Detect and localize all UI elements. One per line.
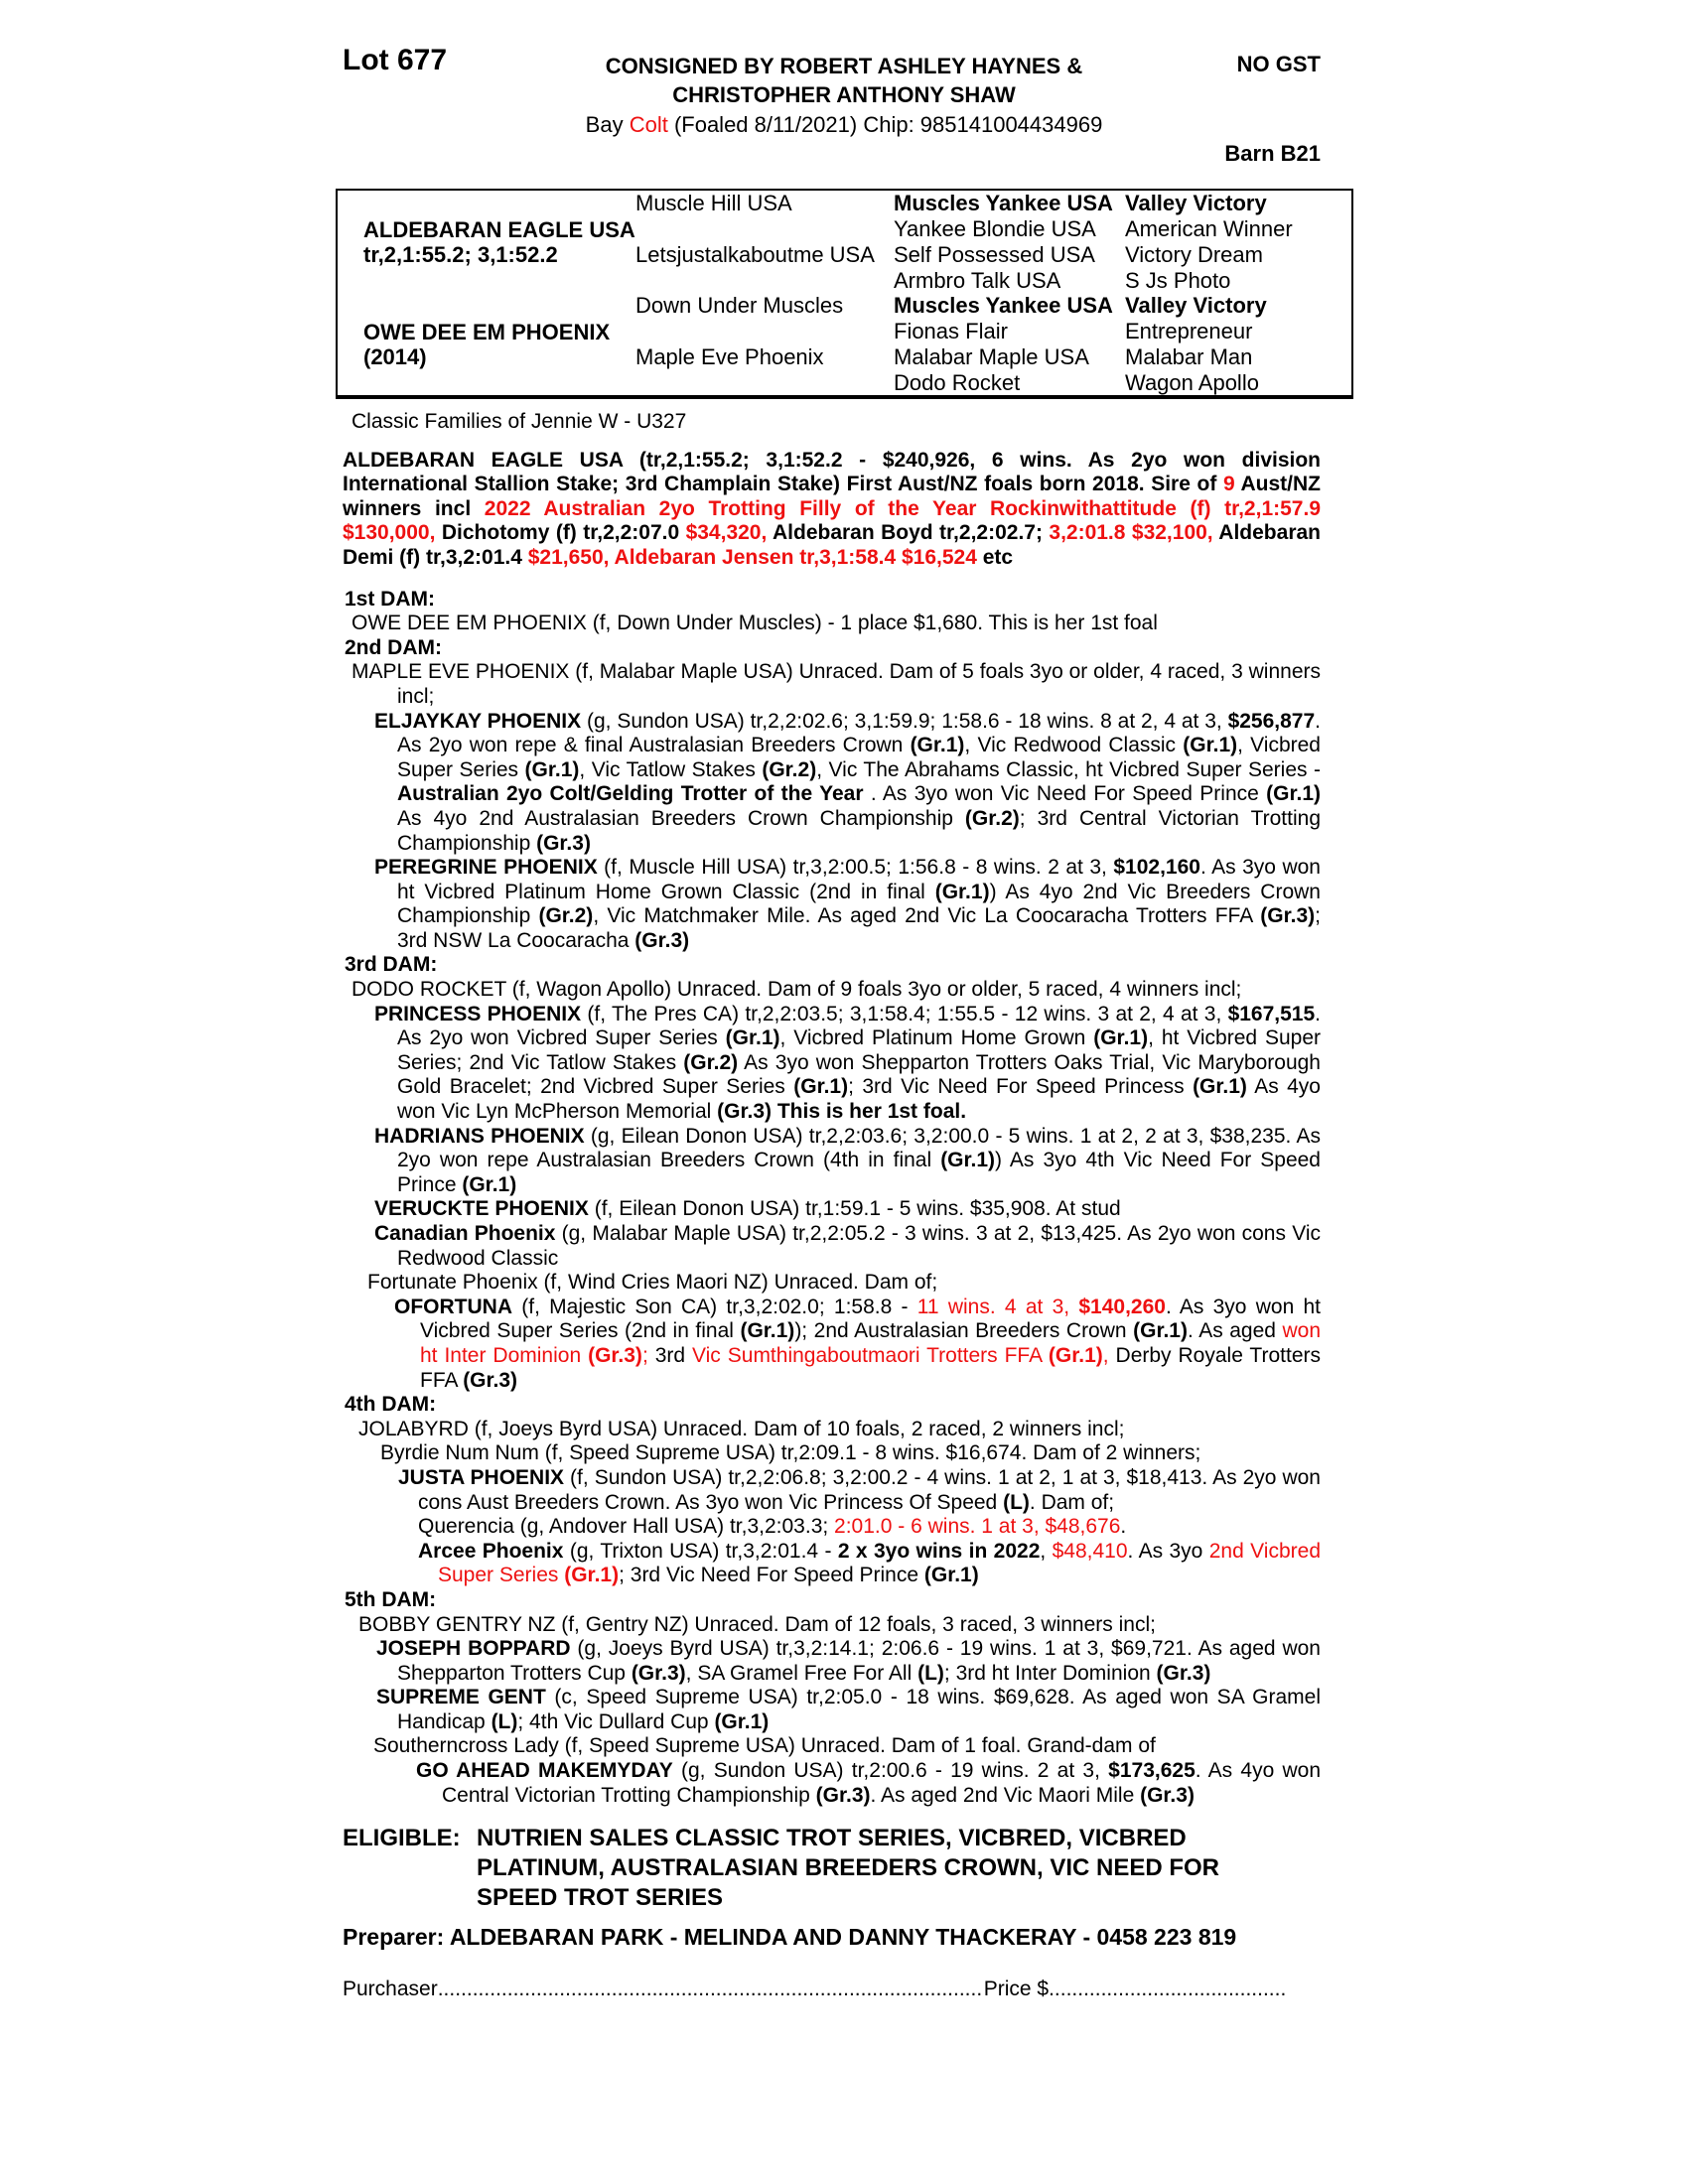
preparer-line: Preparer: ALDEBARAN PARK - MELINDA AND D… bbox=[343, 1924, 1237, 1951]
entry-canadian-phoenix: Canadian Phoenix (g, Malabar Maple USA) … bbox=[374, 1222, 1321, 1270]
sire-dam: Letsjustalkaboutme USA bbox=[635, 241, 875, 267]
entry-joseph-boppard: JOSEPH BOPPARD (g, Joeys Byrd USA) tr,3,… bbox=[376, 1637, 1321, 1685]
entry-ofortuna: OFORTUNA (f, Majestic Son CA) tr,3,2:02.… bbox=[394, 1295, 1322, 1392]
sire-record: tr,2,1:55.2; 3,1:52.2 bbox=[363, 241, 558, 267]
barn-number: Barn B21 bbox=[1224, 141, 1321, 166]
entry-arcee-phoenix: Arcee Phoenix (g, Trixton USA) tr,3,2:01… bbox=[418, 1539, 1321, 1587]
entry-byrdie-num-num: Byrdie Num Num (f, Speed Supreme USA) tr… bbox=[380, 1441, 1201, 1465]
consignor-line1: CONSIGNED BY ROBERT ASHLEY HAYNES & bbox=[605, 54, 1083, 78]
gen4-cell: Wagon Apollo bbox=[1125, 369, 1259, 395]
gen4-cell: Victory Dream bbox=[1125, 241, 1263, 267]
dam-name: OWE DEE EM PHOENIX bbox=[363, 319, 611, 344]
entry-eljaykay-phoenix: ELJAYKAY PHOENIX (g, Sundon USA) tr,2,2:… bbox=[374, 709, 1322, 855]
entry-jolabyrd: JOLABYRD (f, Joeys Byrd USA) Unraced. Da… bbox=[358, 1417, 1125, 1440]
gen4-cell: Entrepreneur bbox=[1125, 319, 1253, 344]
gen3-cell: Armbro Talk USA bbox=[894, 267, 1061, 293]
sire-name: ALDEBARAN EAGLE USA bbox=[363, 216, 635, 242]
consignor-block: CONSIGNED BY ROBERT ASHLEY HAYNES & CHRI… bbox=[496, 52, 1192, 109]
entry-princess-phoenix: PRINCESS PHOENIX (f, The Pres CA) tr,2,2… bbox=[374, 1002, 1321, 1124]
gen3-cell: Dodo Rocket bbox=[894, 369, 1021, 395]
dam-dam: Maple Eve Phoenix bbox=[635, 343, 824, 369]
entry-supreme-gent: SUPREME GENT (c, Speed Supreme USA) tr,2… bbox=[376, 1686, 1321, 1733]
entry-fortunate-phoenix: Fortunate Phoenix (f, Wind Cries Maori N… bbox=[367, 1271, 938, 1295]
gen3-cell: Yankee Blondie USA bbox=[894, 216, 1096, 242]
entry-maple-eve-phoenix: MAPLE EVE PHOENIX (f, Malabar Maple USA)… bbox=[352, 660, 1321, 708]
eligibility-block: ELIGIBLE: NUTRIEN SALES CLASSIC TROT SERI… bbox=[343, 1824, 1321, 1913]
dam1-heading: 1st DAM: bbox=[345, 587, 436, 611]
price-fill-in: ........................................… bbox=[1049, 1977, 1287, 2000]
dam4-heading: 4th DAM: bbox=[345, 1393, 437, 1417]
gen3-cell: Muscles Yankee USA bbox=[894, 191, 1113, 216]
consignor-line2: CHRISTOPHER ANTHONY SHAW bbox=[672, 82, 1016, 107]
sire-cell: ALDEBARAN EAGLE USA tr,2,1:55.2; 3,1:52.… bbox=[338, 217, 635, 267]
dam2-heading: 2nd DAM: bbox=[345, 635, 442, 659]
foal-description: Bay Colt (Foaled 8/11/2021) Chip: 985141… bbox=[585, 112, 1103, 137]
entry-southerncross-lady: Southerncross Lady (f, Speed Supreme USA… bbox=[373, 1734, 1156, 1758]
entry-owe-dee-em-phoenix: OWE DEE EM PHOENIX (f, Down Under Muscle… bbox=[352, 612, 1158, 635]
entry-bobby-gentry: BOBBY GENTRY NZ (f, Gentry NZ) Unraced. … bbox=[358, 1612, 1156, 1636]
gen3-cell: Fionas Flair bbox=[894, 319, 1008, 344]
entry-dodo-rocket: DODO ROCKET (f, Wagon Apollo) Unraced. D… bbox=[352, 978, 1242, 1002]
gen4-cell: S Js Photo bbox=[1125, 267, 1231, 293]
gen4-cell: Malabar Man bbox=[1125, 343, 1253, 369]
dam5-heading: 5th DAM: bbox=[345, 1587, 437, 1611]
gen4-cell: Valley Victory bbox=[1125, 293, 1267, 319]
eligible-line3: SPEED TROT SERIES bbox=[477, 1884, 724, 1912]
purchaser-label: Purchaser bbox=[343, 1977, 438, 2000]
lot-number: Lot 677 bbox=[343, 44, 448, 76]
sire-summary: ALDEBARAN EAGLE USA (tr,2,1:55.2; 3,1:52… bbox=[343, 448, 1321, 569]
purchaser-fill-in: ........................................… bbox=[437, 1977, 984, 2000]
sire-sire: Muscle Hill USA bbox=[635, 191, 792, 216]
price-label: Price $ bbox=[983, 1977, 1050, 2000]
dam-sire: Down Under Muscles bbox=[635, 293, 844, 319]
pedigree-table: ALDEBARAN EAGLE USA tr,2,1:55.2; 3,1:52.… bbox=[336, 189, 1353, 399]
purchaser-line: Purchaser...............................… bbox=[343, 1978, 1321, 2002]
entry-justa-phoenix: JUSTA PHOENIX (f, Sundon USA) tr,2,2:06.… bbox=[398, 1465, 1321, 1514]
dam-cell: OWE DEE EM PHOENIX (2014) bbox=[338, 320, 635, 369]
gst-status: NO GST bbox=[1236, 52, 1321, 76]
entry-peregrine-phoenix: PEREGRINE PHOENIX (f, Muscle Hill USA) t… bbox=[374, 856, 1321, 952]
entry-hadrians-phoenix: HADRIANS PHOENIX (g, Eilean Donon USA) t… bbox=[374, 1124, 1321, 1196]
eligible-line2: PLATINUM, AUSTRALASIAN BREEDERS CROWN, V… bbox=[477, 1854, 1220, 1882]
dam-year: (2014) bbox=[363, 343, 427, 369]
entry-go-ahead-makemyday: GO AHEAD MAKEMYDAY (g, Sundon USA) tr,2:… bbox=[416, 1759, 1321, 1807]
dam3-heading: 3rd DAM: bbox=[345, 953, 438, 977]
gen4-cell: Valley Victory bbox=[1125, 191, 1267, 216]
gen3-cell: Self Possessed USA bbox=[894, 241, 1095, 267]
catalog-body: Classic Families of Jennie W - U327 ALDE… bbox=[343, 410, 1321, 2001]
entry-querencia: Querencia (g, Andover Hall USA) tr,3,2:0… bbox=[418, 1515, 1127, 1539]
gen3-cell: Muscles Yankee USA bbox=[894, 293, 1113, 319]
gen3-cell: Malabar Maple USA bbox=[894, 343, 1089, 369]
entry-veruckte-phoenix: VERUCKTE PHOENIX (f, Eilean Donon USA) t… bbox=[374, 1197, 1121, 1221]
eligible-line1: NUTRIEN SALES CLASSIC TROT SERIES, VICBR… bbox=[477, 1825, 1187, 1852]
family-line: Classic Families of Jennie W - U327 bbox=[352, 410, 687, 433]
eligible-label: ELIGIBLE: bbox=[343, 1825, 461, 1852]
gen4-cell: American Winner bbox=[1125, 216, 1293, 242]
